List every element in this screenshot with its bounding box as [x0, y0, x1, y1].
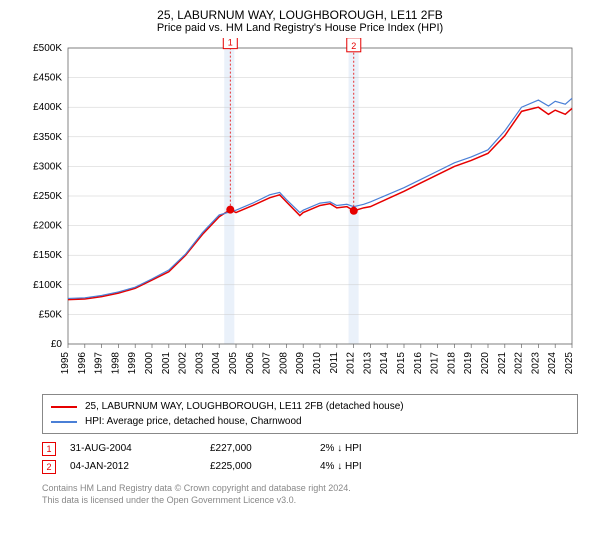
footer-line-1: Contains HM Land Registry data © Crown c…: [42, 482, 578, 494]
marker-row-1: 1 31-AUG-2004 £227,000 2% ↓ HPI: [42, 440, 578, 458]
svg-text:1999: 1999: [127, 352, 138, 375]
svg-text:£150K: £150K: [33, 250, 62, 261]
svg-text:2014: 2014: [379, 352, 390, 375]
svg-text:£400K: £400K: [33, 102, 62, 113]
svg-text:1: 1: [228, 38, 233, 48]
marker-delta-2: 4% ↓ HPI: [320, 458, 410, 476]
footer-line-2: This data is licensed under the Open Gov…: [42, 494, 578, 506]
legend-label-property: 25, LABURNUM WAY, LOUGHBOROUGH, LE11 2FB…: [85, 399, 404, 414]
svg-text:£300K: £300K: [33, 161, 62, 172]
svg-text:2018: 2018: [446, 352, 457, 375]
legend-label-hpi: HPI: Average price, detached house, Char…: [85, 414, 302, 429]
legend-row-hpi: HPI: Average price, detached house, Char…: [51, 414, 569, 429]
chart-title: 25, LABURNUM WAY, LOUGHBOROUGH, LE11 2FB: [12, 8, 588, 22]
svg-text:2000: 2000: [144, 352, 155, 375]
marker-date-2: 04-JAN-2012: [70, 458, 210, 476]
svg-text:£500K: £500K: [33, 43, 62, 54]
svg-text:2010: 2010: [312, 352, 323, 375]
svg-text:2025: 2025: [564, 352, 575, 375]
svg-text:2020: 2020: [480, 352, 491, 375]
svg-text:£450K: £450K: [33, 73, 62, 84]
svg-text:2019: 2019: [463, 352, 474, 375]
legend-row-property: 25, LABURNUM WAY, LOUGHBOROUGH, LE11 2FB…: [51, 399, 569, 414]
svg-text:2001: 2001: [161, 352, 172, 375]
svg-text:2007: 2007: [262, 352, 273, 375]
marker-badge-2: 2: [42, 460, 56, 474]
chart-subtitle: Price paid vs. HM Land Registry's House …: [12, 22, 588, 34]
marker-table: 1 31-AUG-2004 £227,000 2% ↓ HPI 2 04-JAN…: [42, 440, 578, 476]
legend-swatch-hpi: [51, 421, 77, 423]
title-block: 25, LABURNUM WAY, LOUGHBOROUGH, LE11 2FB…: [12, 8, 588, 34]
svg-text:2013: 2013: [362, 352, 373, 375]
svg-text:2023: 2023: [530, 352, 541, 375]
legend-box: 25, LABURNUM WAY, LOUGHBOROUGH, LE11 2FB…: [42, 394, 578, 434]
marker-badge-1: 1: [42, 442, 56, 456]
svg-text:1997: 1997: [94, 352, 105, 375]
svg-text:2009: 2009: [295, 352, 306, 375]
marker-price-1: £227,000: [210, 440, 320, 458]
svg-text:2004: 2004: [211, 352, 222, 375]
svg-text:2016: 2016: [413, 352, 424, 375]
svg-text:£200K: £200K: [33, 221, 62, 232]
svg-text:2017: 2017: [430, 352, 441, 375]
svg-text:2: 2: [351, 41, 356, 51]
svg-text:£250K: £250K: [33, 191, 62, 202]
svg-text:2011: 2011: [329, 352, 340, 374]
marker-date-1: 31-AUG-2004: [70, 440, 210, 458]
marker-delta-1: 2% ↓ HPI: [320, 440, 410, 458]
svg-text:1995: 1995: [60, 352, 71, 375]
svg-text:2024: 2024: [547, 352, 558, 375]
svg-text:£350K: £350K: [33, 132, 62, 143]
svg-text:2022: 2022: [514, 352, 525, 375]
svg-text:£50K: £50K: [39, 309, 63, 320]
svg-text:£100K: £100K: [33, 280, 62, 291]
svg-text:2021: 2021: [497, 352, 508, 375]
svg-text:1996: 1996: [77, 352, 88, 375]
chart-container: 25, LABURNUM WAY, LOUGHBOROUGH, LE11 2FB…: [0, 0, 600, 510]
svg-text:£0: £0: [51, 339, 63, 350]
svg-text:2012: 2012: [346, 352, 357, 375]
svg-text:2008: 2008: [278, 352, 289, 375]
chart-svg: £0 £50K £100K £150K £200K £250K £300K £350K £400…: [20, 38, 580, 388]
footer-attribution: Contains HM Land Registry data © Crown c…: [42, 482, 578, 506]
svg-text:2002: 2002: [178, 352, 189, 375]
svg-text:2006: 2006: [245, 352, 256, 375]
price-chart: £0 £50K £100K £150K £200K £250K £300K £350K £400…: [20, 38, 580, 388]
svg-text:2015: 2015: [396, 352, 407, 375]
svg-text:2003: 2003: [194, 352, 205, 375]
svg-text:2005: 2005: [228, 352, 239, 375]
marker-price-2: £225,000: [210, 458, 320, 476]
svg-text:1998: 1998: [110, 352, 121, 375]
legend-swatch-property: [51, 406, 77, 408]
marker-row-2: 2 04-JAN-2012 £225,000 4% ↓ HPI: [42, 458, 578, 476]
